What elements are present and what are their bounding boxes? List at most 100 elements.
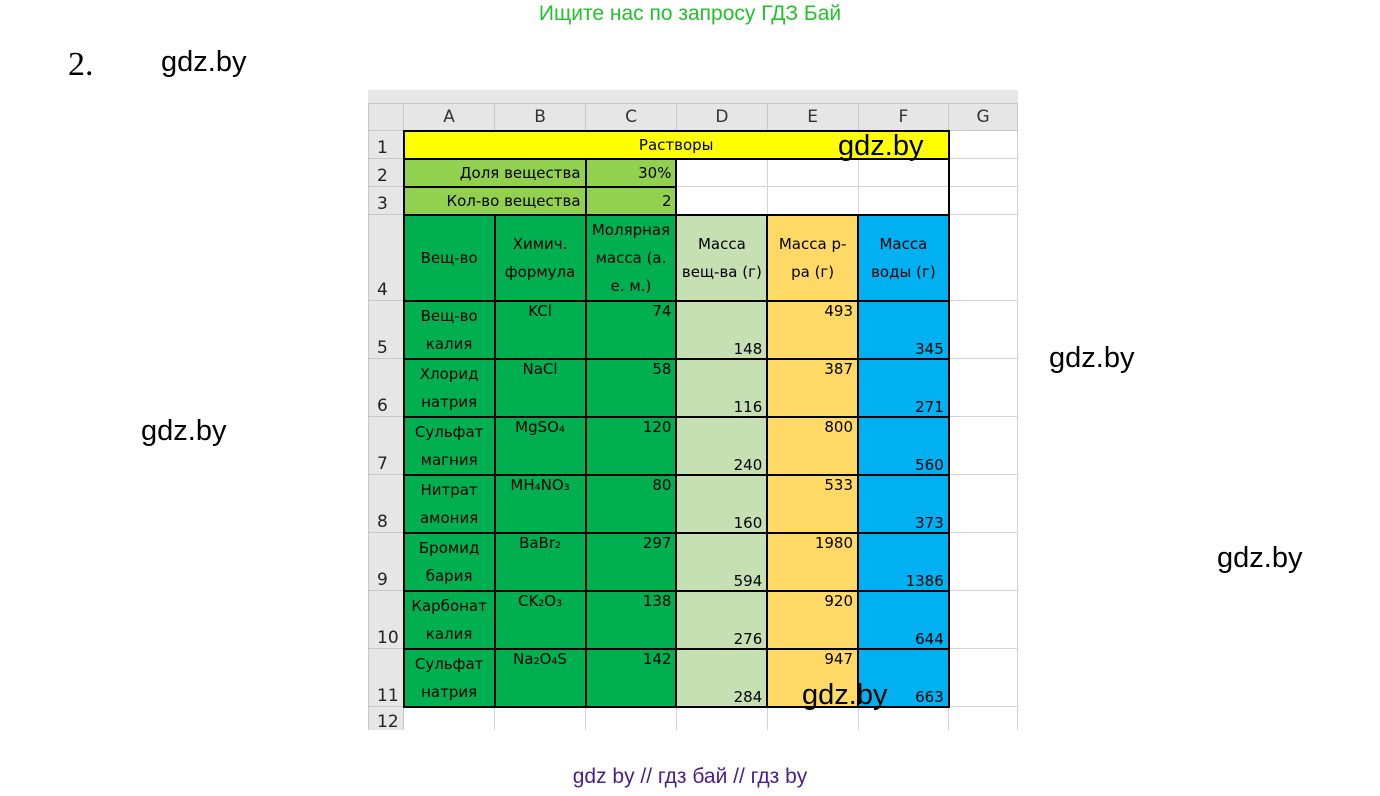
substance-name[interactable]: Хлорид натрия: [402, 357, 496, 418]
mass-substance[interactable]: 148: [675, 299, 769, 360]
row-header[interactable]: 2: [368, 158, 405, 187]
mass-substance[interactable]: 284: [675, 647, 769, 708]
mass-water[interactable]: 1386: [857, 531, 950, 592]
sheet-row: 1 Растворы: [368, 129, 1018, 160]
row-header[interactable]: 3: [368, 186, 405, 215]
cell[interactable]: [948, 186, 1018, 215]
cell[interactable]: [675, 706, 768, 730]
mass-solution[interactable]: 920: [766, 589, 860, 650]
cell[interactable]: [403, 706, 496, 730]
substance-name[interactable]: Карбонат калия: [402, 589, 496, 650]
mass-water[interactable]: 373: [857, 473, 950, 534]
column-title[interactable]: Вещ-во: [402, 213, 496, 302]
row-header[interactable]: 1: [368, 130, 405, 159]
molar-mass[interactable]: 58: [584, 357, 678, 418]
mass-solution[interactable]: 800: [766, 415, 860, 476]
cell[interactable]: [948, 706, 1018, 730]
param-value[interactable]: 2: [584, 185, 678, 216]
mass-solution[interactable]: 533: [766, 473, 860, 534]
mass-water[interactable]: 663: [857, 647, 950, 708]
column-header[interactable]: F: [857, 103, 950, 131]
mass-water[interactable]: 644: [857, 589, 950, 650]
sheet-row: 4 Вещ-во Химич. формула Молярная масса (а. …: [368, 213, 1018, 302]
mass-water[interactable]: 345: [857, 299, 950, 360]
cell[interactable]: [766, 186, 859, 215]
column-header[interactable]: B: [494, 103, 587, 131]
watermark: gdz.by: [1217, 542, 1303, 574]
cell[interactable]: [948, 300, 1018, 359]
cell[interactable]: [494, 706, 587, 730]
row-header[interactable]: 4: [368, 214, 405, 301]
mass-substance[interactable]: 594: [675, 531, 769, 592]
column-header[interactable]: C: [585, 103, 677, 131]
param-label[interactable]: Кол-во вещества: [402, 185, 587, 216]
formula[interactable]: NaCl: [493, 357, 587, 418]
footer-links: gdz by // гдз бай // гдз by: [572, 765, 808, 788]
cell[interactable]: [948, 532, 1018, 591]
formula[interactable]: MgSO₄: [493, 415, 587, 476]
cell[interactable]: [948, 474, 1018, 533]
mass-water[interactable]: 271: [857, 357, 950, 418]
substance-name[interactable]: Бромид бария: [402, 531, 496, 592]
molar-mass[interactable]: 138: [584, 589, 678, 650]
substance-name[interactable]: Сульфат магния: [402, 415, 496, 476]
cell[interactable]: [766, 706, 859, 730]
column-title[interactable]: Масса воды (г): [857, 213, 950, 302]
substance-name[interactable]: Нитрат амония: [402, 473, 496, 534]
row-header[interactable]: 8: [368, 474, 405, 533]
formula[interactable]: MH₄NO₃: [493, 473, 587, 534]
molar-mass[interactable]: 142: [584, 647, 678, 708]
cell[interactable]: [948, 416, 1018, 475]
cell[interactable]: [585, 706, 677, 730]
column-header[interactable]: A: [403, 103, 496, 131]
param-value[interactable]: 30%: [584, 157, 678, 188]
column-header[interactable]: E: [766, 103, 859, 131]
formula[interactable]: Na₂O₄S: [493, 647, 587, 708]
row-header[interactable]: 6: [368, 358, 405, 417]
mass-substance[interactable]: 116: [675, 357, 769, 418]
mass-solution[interactable]: 1980: [766, 531, 860, 592]
formula[interactable]: BaBr₂: [493, 531, 587, 592]
cell[interactable]: [948, 590, 1018, 649]
cell[interactable]: [857, 186, 950, 216]
column-title[interactable]: Химич. формула: [493, 213, 587, 302]
mass-substance[interactable]: 276: [675, 589, 769, 650]
formula[interactable]: CK₂O₃: [493, 589, 587, 650]
mass-substance[interactable]: 160: [675, 473, 769, 534]
row-header[interactable]: 7: [368, 416, 405, 475]
row-header[interactable]: 5: [368, 300, 405, 359]
cell[interactable]: [948, 214, 1018, 301]
cell[interactable]: [857, 706, 950, 730]
row-header[interactable]: 11: [368, 648, 405, 707]
row-header[interactable]: 12: [368, 706, 405, 730]
molar-mass[interactable]: 120: [584, 415, 678, 476]
mass-substance[interactable]: 240: [675, 415, 769, 476]
cell[interactable]: [948, 158, 1018, 187]
substance-name[interactable]: Сульфат натрия: [402, 647, 496, 708]
column-title[interactable]: Масса р-ра (г): [766, 213, 860, 302]
molar-mass[interactable]: 74: [584, 299, 678, 360]
mass-solution[interactable]: 947: [766, 647, 860, 708]
substance-name[interactable]: Вещ-во калия: [402, 299, 496, 360]
mass-solution[interactable]: 387: [766, 357, 860, 418]
cell[interactable]: [948, 358, 1018, 417]
mass-solution[interactable]: 493: [766, 299, 860, 360]
param-label[interactable]: Доля вещества: [402, 157, 587, 188]
cell[interactable]: [675, 158, 768, 187]
molar-mass[interactable]: 297: [584, 531, 678, 592]
title-cell[interactable]: Растворы: [402, 129, 950, 160]
formula[interactable]: KCl: [493, 299, 587, 360]
column-title[interactable]: Масса вещ-ва (г): [675, 213, 769, 302]
cell[interactable]: [948, 648, 1018, 707]
column-header[interactable]: G: [948, 103, 1018, 131]
row-header[interactable]: 10: [368, 590, 405, 649]
column-title[interactable]: Молярная масса (а. е. м.): [584, 213, 678, 302]
molar-mass[interactable]: 80: [584, 473, 678, 534]
row-header[interactable]: 9: [368, 532, 405, 591]
column-header[interactable]: D: [675, 103, 768, 131]
mass-water[interactable]: 560: [857, 415, 950, 476]
watermark: gdz.by: [161, 46, 247, 78]
select-all-corner[interactable]: [368, 103, 405, 131]
cell[interactable]: [948, 130, 1018, 159]
cell[interactable]: [675, 186, 768, 215]
